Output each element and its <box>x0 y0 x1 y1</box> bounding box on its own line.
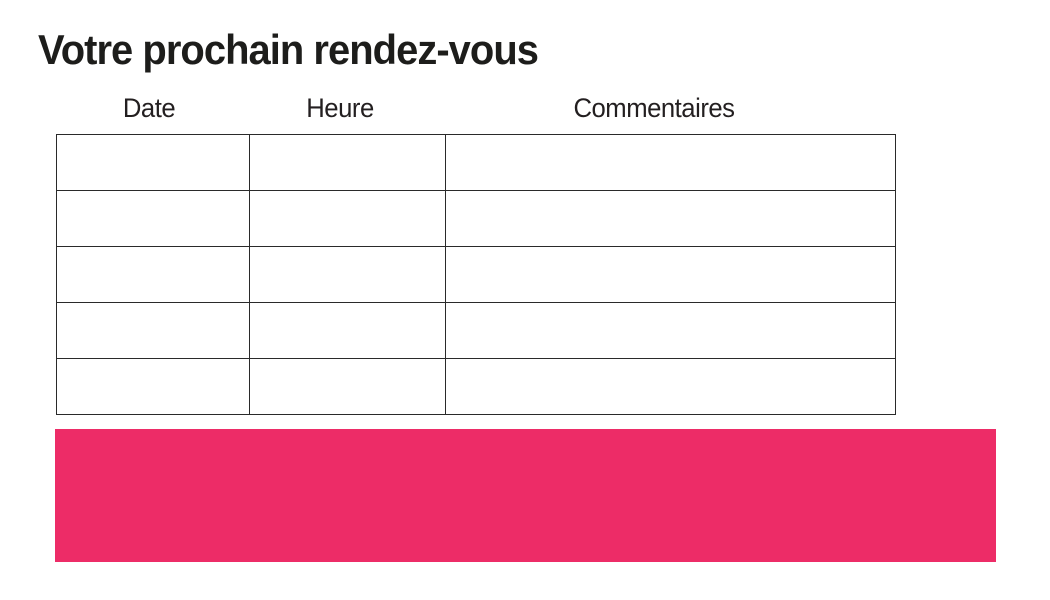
table-cell-date <box>56 358 250 415</box>
highlight-banner <box>55 429 996 562</box>
table-row <box>56 358 896 415</box>
table-cell-date <box>56 246 250 303</box>
table-row <box>56 190 896 247</box>
table-cell-commentaires <box>445 134 896 191</box>
page-title: Votre prochain rendez-vous <box>38 26 539 73</box>
table-cell-commentaires <box>445 190 896 247</box>
table-cell-heure <box>249 190 446 247</box>
table-cell-heure <box>249 302 446 359</box>
table-cell-date <box>56 190 250 247</box>
table-row <box>56 302 896 359</box>
column-header-commentaires: Commentaires <box>573 93 735 123</box>
table-row <box>56 246 896 303</box>
table-cell-date <box>56 302 250 359</box>
table-cell-commentaires <box>445 246 896 303</box>
column-header-date: Date <box>122 93 176 123</box>
appointments-table <box>56 134 896 415</box>
table-cell-commentaires <box>445 302 896 359</box>
table-cell-date <box>56 134 250 191</box>
table-row <box>56 134 896 191</box>
table-cell-heure <box>249 358 446 415</box>
column-header-heure: Heure <box>306 93 374 123</box>
table-cell-heure <box>249 134 446 191</box>
table-cell-commentaires <box>445 358 896 415</box>
table-cell-heure <box>249 246 446 303</box>
